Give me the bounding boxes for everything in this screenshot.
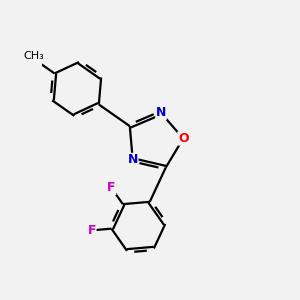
Text: N: N — [156, 106, 166, 119]
Text: N: N — [128, 153, 138, 167]
Text: F: F — [88, 224, 96, 237]
Text: CH₃: CH₃ — [24, 51, 45, 61]
Text: F: F — [107, 182, 116, 194]
Text: O: O — [178, 132, 188, 145]
